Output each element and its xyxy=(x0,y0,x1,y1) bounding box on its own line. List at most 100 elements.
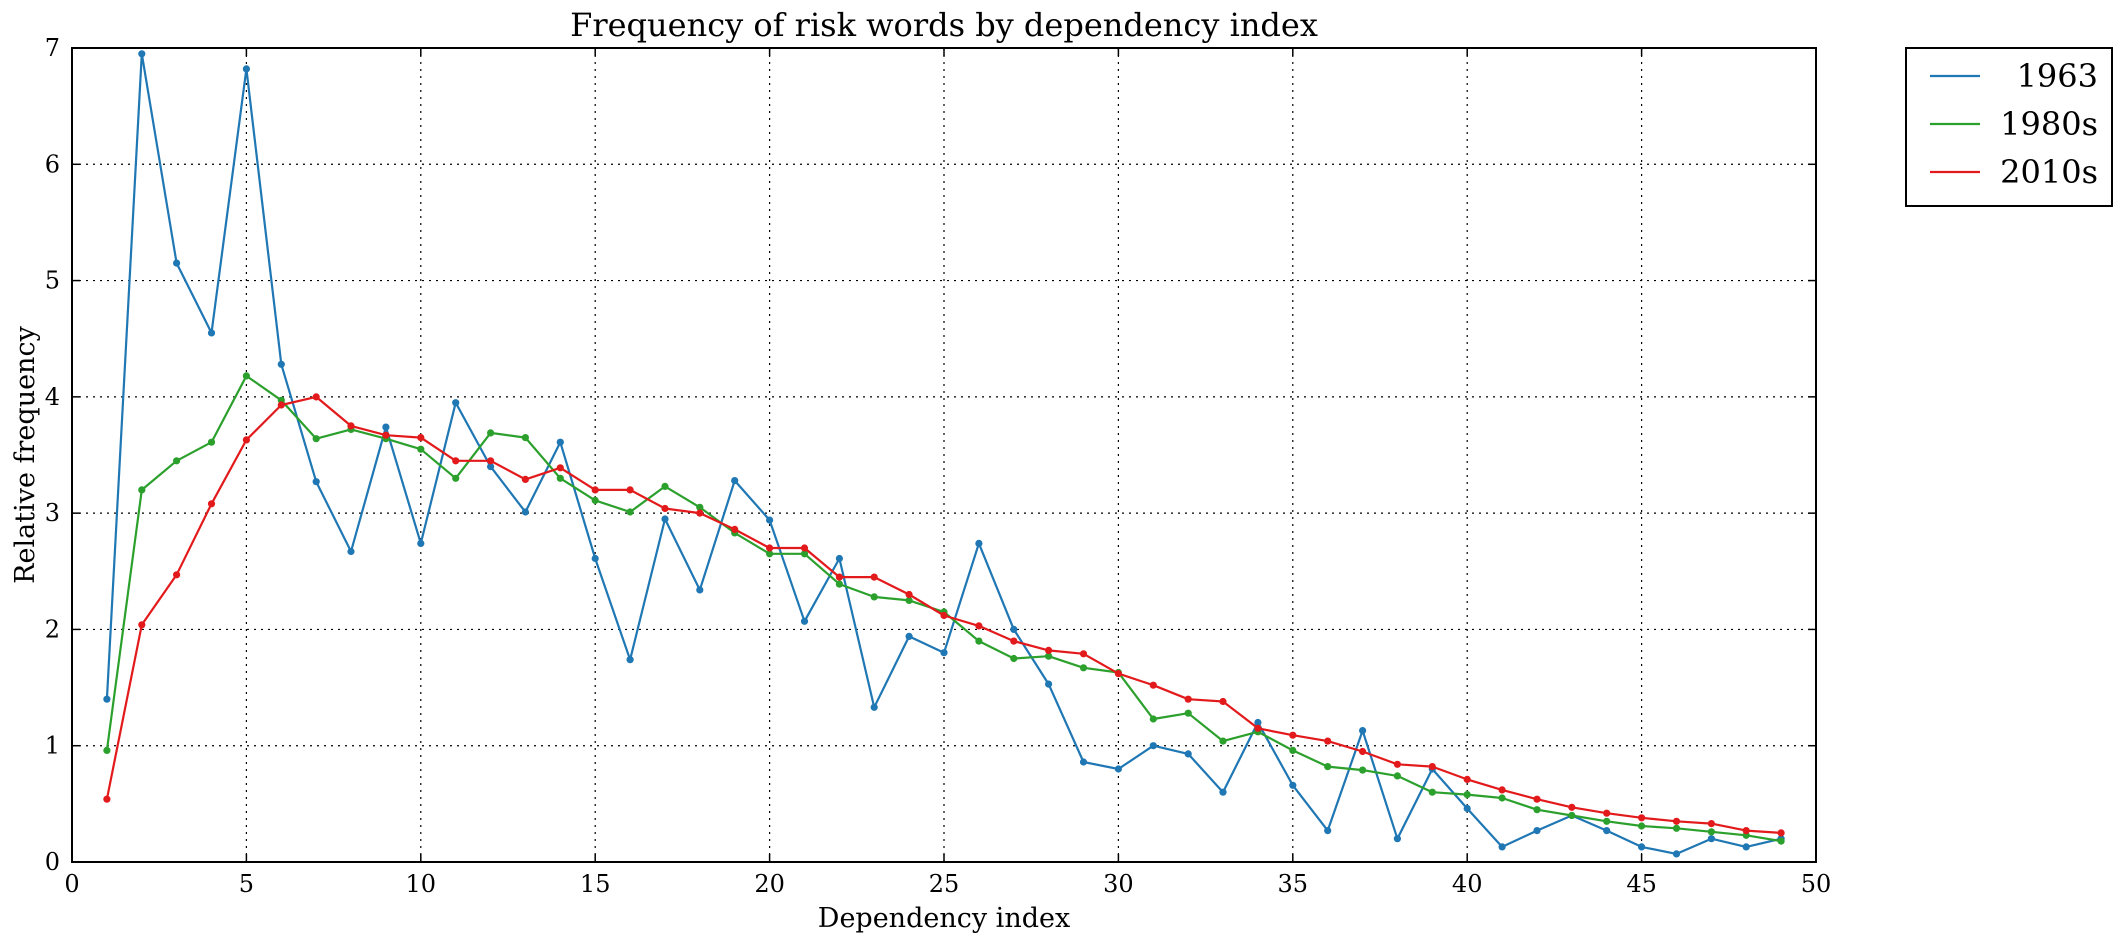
data-point xyxy=(1742,843,1750,851)
data-point xyxy=(173,457,181,465)
data-point xyxy=(1603,827,1611,835)
data-point xyxy=(1149,715,1157,723)
data-point xyxy=(870,593,878,601)
data-point xyxy=(138,621,146,629)
x-tick-label: 30 xyxy=(1103,870,1134,898)
x-tick-label: 20 xyxy=(754,870,785,898)
data-point xyxy=(556,438,564,446)
data-point xyxy=(487,429,495,437)
data-point xyxy=(696,586,704,594)
data-point xyxy=(312,435,320,443)
data-point xyxy=(1463,791,1471,799)
data-point xyxy=(1114,670,1122,678)
data-point xyxy=(487,463,495,471)
data-point xyxy=(1079,650,1088,658)
x-tick-label: 5 xyxy=(239,870,254,898)
series-1963 xyxy=(103,50,1785,858)
data-point xyxy=(626,486,634,494)
x-tick-label: 0 xyxy=(64,870,79,898)
data-point xyxy=(173,259,181,267)
x-tick-label: 35 xyxy=(1278,870,1309,898)
data-point xyxy=(382,423,390,431)
legend-label: 2010s xyxy=(2000,153,2098,191)
data-point xyxy=(1568,803,1576,811)
data-point xyxy=(207,500,216,508)
data-point xyxy=(1324,763,1332,771)
data-point xyxy=(1672,817,1681,825)
x-tick-label: 25 xyxy=(929,870,960,898)
data-point xyxy=(731,477,739,485)
data-point xyxy=(1289,781,1297,789)
data-point xyxy=(940,611,948,620)
data-point xyxy=(1463,804,1471,813)
data-point xyxy=(731,525,739,534)
data-point xyxy=(312,393,320,401)
data-point xyxy=(1359,727,1367,735)
data-point xyxy=(1638,814,1646,822)
data-point xyxy=(103,795,111,803)
x-axis-title: Dependency index xyxy=(818,903,1070,934)
data-point xyxy=(1010,637,1018,645)
data-point xyxy=(835,573,844,581)
chart-title: Frequency of risk words by dependency in… xyxy=(570,6,1318,44)
data-point xyxy=(661,504,669,513)
data-series xyxy=(103,50,1785,858)
data-point xyxy=(1045,646,1053,655)
legend: 1963 1980s 2010s xyxy=(1905,47,2113,207)
y-tick-label: 3 xyxy=(45,499,60,527)
y-axis-title: Relative frequency xyxy=(10,325,41,583)
data-point xyxy=(1638,843,1646,851)
data-point xyxy=(1324,827,1332,835)
data-point xyxy=(1184,709,1192,717)
data-point xyxy=(1010,625,1018,634)
data-point xyxy=(800,617,809,625)
data-point xyxy=(1079,758,1088,766)
x-tick-label: 40 xyxy=(1452,870,1483,898)
data-point xyxy=(1219,737,1227,745)
data-point xyxy=(835,554,844,563)
data-point xyxy=(1079,664,1088,672)
data-point xyxy=(591,554,599,563)
data-point xyxy=(521,475,530,483)
data-point xyxy=(1289,746,1297,755)
data-point xyxy=(905,632,913,641)
x-tick-label: 15 xyxy=(580,870,611,898)
data-point xyxy=(1603,809,1611,817)
data-point xyxy=(417,539,425,548)
data-point xyxy=(1393,772,1401,780)
data-point xyxy=(312,478,320,486)
grid-lines xyxy=(72,48,1816,862)
data-point xyxy=(1603,817,1611,825)
data-point xyxy=(1638,822,1646,830)
data-point xyxy=(242,65,250,73)
x-tick-label: 10 xyxy=(406,870,437,898)
data-point xyxy=(1393,760,1401,768)
data-point xyxy=(556,464,564,472)
data-point xyxy=(1010,654,1018,663)
data-point xyxy=(242,436,250,444)
y-tick-label: 5 xyxy=(45,267,60,295)
data-point xyxy=(1428,788,1436,796)
data-point xyxy=(1184,695,1192,703)
legend-box xyxy=(1905,47,2113,207)
x-tick-label: 45 xyxy=(1626,870,1657,898)
data-point xyxy=(452,399,460,407)
data-point xyxy=(207,438,216,446)
data-point xyxy=(103,695,111,703)
data-point xyxy=(905,590,913,599)
data-point xyxy=(1254,724,1262,732)
data-point xyxy=(835,580,844,588)
data-point xyxy=(242,372,250,380)
data-point xyxy=(347,422,355,430)
data-point xyxy=(1463,775,1471,784)
data-point xyxy=(975,637,983,645)
data-point xyxy=(521,508,530,516)
data-point xyxy=(591,496,599,504)
data-point xyxy=(1149,681,1157,689)
y-tick-label: 7 xyxy=(45,34,60,62)
data-point xyxy=(277,360,285,368)
y-tick-label: 1 xyxy=(45,732,60,760)
data-point xyxy=(1707,828,1715,836)
data-point xyxy=(661,482,669,490)
data-point xyxy=(1707,820,1715,828)
